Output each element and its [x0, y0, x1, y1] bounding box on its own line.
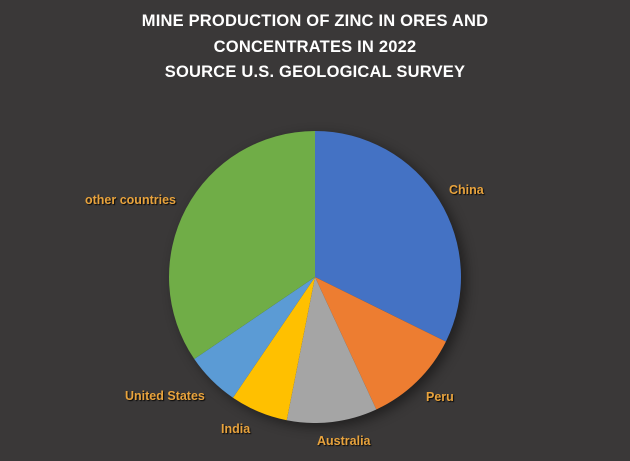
chart-title-line-2: CONCENTRATES IN 2022: [213, 37, 417, 56]
slice-label-india: India: [221, 422, 251, 436]
pie-slice-united-states: [194, 277, 315, 398]
pie-slice-india: [232, 277, 315, 421]
pie-slice-other-countries: [169, 131, 315, 360]
pie-slice-australia: [286, 277, 377, 423]
chart-title-line-1: MINE PRODUCTION OF ZINC IN ORES AND: [141, 12, 489, 30]
chart-title: MINE PRODUCTION OF ZINC IN ORES AND CONC…: [0, 9, 630, 86]
slice-label-peru: Peru: [426, 390, 454, 404]
slice-label-china: China: [449, 183, 484, 197]
slice-label-australia: Australia: [317, 434, 371, 448]
pie-slice-peru: [315, 277, 446, 410]
chart-title-line-3: SOURCE U.S. GEOLOGICAL SURVEY: [164, 63, 466, 81]
pie-slice-china: [315, 131, 461, 342]
slice-label-other-countries: other countries: [85, 193, 176, 207]
slice-label-united-states: United States: [125, 389, 205, 403]
